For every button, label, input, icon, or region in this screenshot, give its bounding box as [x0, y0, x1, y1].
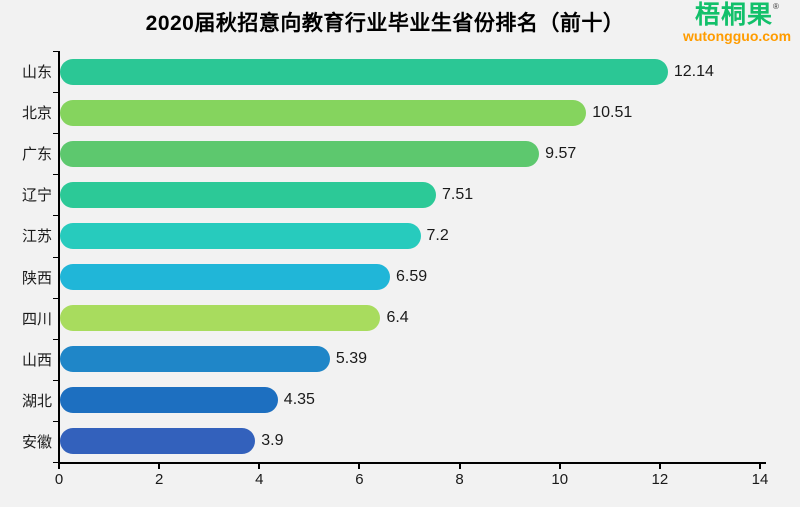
- value-label: 6.59: [395, 268, 428, 286]
- y-axis-tick: [53, 338, 58, 340]
- value-label: 7.2: [426, 226, 449, 244]
- category-label: 安徽: [21, 433, 52, 451]
- category-label: 湖北: [21, 392, 52, 410]
- category-label: 四川: [21, 310, 52, 328]
- category-label: 辽宁: [21, 187, 52, 205]
- bar-row: 广东 9.57: [22, 133, 760, 174]
- value-label: 7.51: [442, 185, 474, 203]
- value-label: 12.14: [673, 62, 714, 80]
- bar-row: 山东 12.14: [22, 51, 760, 92]
- x-axis-tick-label: 8: [455, 471, 464, 488]
- value-label: 4.35: [283, 391, 315, 409]
- y-axis-tick: [53, 133, 58, 135]
- bar[interactable]: [60, 305, 381, 332]
- y-axis-tick: [53, 297, 58, 299]
- x-axis-tick: [658, 464, 661, 469]
- y-axis-tick: [53, 420, 58, 422]
- y-axis-tick: [53, 256, 58, 258]
- bar[interactable]: [60, 264, 390, 291]
- category-label: 山西: [21, 351, 52, 369]
- y-axis-tick: [53, 462, 58, 463]
- value-label: 5.39: [335, 350, 368, 368]
- bar[interactable]: [60, 58, 668, 85]
- bar-row: 江苏 7.2: [22, 215, 760, 256]
- x-axis-line: [58, 462, 766, 464]
- x-axis-tick: [158, 464, 161, 469]
- chart-title: 2020届秋招意向教育行业毕业生省份排名（前十）: [145, 12, 625, 35]
- bar-row: 辽宁 7.51: [22, 174, 760, 215]
- value-label: 6.4: [386, 309, 409, 327]
- value-label: 10.51: [592, 103, 633, 121]
- y-axis-tick: [53, 51, 58, 52]
- category-label: 陕西: [21, 269, 52, 287]
- wutongguo-logo: 梧桐果® wutongguo.com: [682, 3, 792, 44]
- y-axis-tick: [53, 174, 58, 176]
- logo-wordmark: 梧桐果: [695, 1, 774, 29]
- x-axis-tick: [458, 464, 461, 469]
- x-axis-tick: [258, 464, 261, 469]
- category-label: 广东: [21, 146, 52, 164]
- category-label: 江苏: [21, 228, 52, 246]
- value-label: 9.57: [545, 144, 577, 162]
- bar[interactable]: [60, 387, 278, 414]
- x-axis-tick: [358, 464, 361, 469]
- category-label: 北京: [21, 105, 52, 123]
- bar-row: 陕西 6.59: [22, 257, 760, 298]
- x-axis-tick-label: 6: [355, 471, 364, 488]
- logo-site-url: wutongguo.com: [682, 28, 792, 44]
- category-label: 山东: [21, 64, 52, 82]
- x-axis-tick-label: 10: [551, 471, 569, 488]
- bar[interactable]: [60, 346, 330, 373]
- bar-row: 湖北 4.35: [22, 380, 760, 421]
- y-axis-tick: [53, 92, 58, 94]
- bar[interactable]: [60, 99, 587, 126]
- x-axis-tick: [558, 464, 561, 469]
- bar[interactable]: [60, 181, 437, 208]
- y-axis-tick: [53, 379, 58, 381]
- logo-name-row: 梧桐果®: [682, 3, 792, 28]
- x-axis-tick-label: 14: [751, 471, 769, 488]
- x-axis-tick-label: 2: [154, 471, 164, 488]
- bar[interactable]: [60, 222, 421, 249]
- x-axis-tick-label: 4: [255, 471, 264, 488]
- bar-row: 安徽 3.9: [22, 421, 760, 462]
- x-axis-tick: [759, 464, 761, 469]
- registered-trademark-icon: ®: [773, 2, 779, 11]
- x-axis-tick-label: 0: [54, 471, 64, 488]
- plot-area: 山东 12.14 北京 10.51 广东 9.57 辽宁 7.51 江苏 7.2 陕西 6.59 四川 6…: [22, 51, 768, 488]
- y-axis-line: [58, 51, 60, 464]
- value-label: 3.9: [261, 432, 284, 450]
- bar[interactable]: [60, 428, 256, 455]
- bar-row: 山西 5.39: [22, 339, 760, 380]
- bar-row: 北京 10.51: [22, 92, 760, 133]
- x-axis-tick: [58, 464, 60, 469]
- bar[interactable]: [60, 140, 540, 167]
- bar-row: 四川 6.4: [22, 298, 760, 339]
- y-axis-tick: [53, 215, 58, 217]
- x-axis-tick-label: 12: [651, 471, 669, 488]
